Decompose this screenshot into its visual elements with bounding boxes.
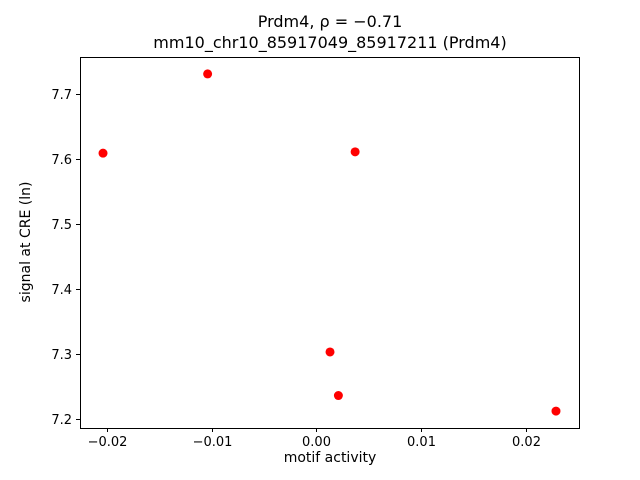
axes-box: [80, 57, 580, 429]
y-tick-label: 7.2: [51, 413, 72, 428]
scatter-point: [203, 69, 213, 79]
chart-subtitle: mm10_chr10_85917049_85917211 (Prdm4): [153, 33, 507, 52]
scatter-point: [350, 147, 360, 157]
scatter-point: [333, 391, 343, 401]
x-tick-label: 0.02: [512, 435, 541, 450]
scatter-point: [325, 347, 335, 357]
x-tick-label: 0.00: [302, 435, 331, 450]
y-tick-label: 7.5: [51, 218, 72, 233]
x-tick-label: −0.01: [193, 435, 233, 450]
x-tick-label: 0.01: [407, 435, 436, 450]
y-tick-label: 7.6: [51, 153, 72, 168]
x-axis-label: motif activity: [283, 450, 377, 466]
y-tick-label: 7.7: [51, 88, 72, 103]
chart-title: Prdm4, ρ = −0.71: [257, 12, 403, 31]
y-axis-label: signal at CRE (ln): [18, 181, 34, 303]
scatter-point: [551, 406, 561, 416]
scatter-point: [98, 148, 108, 158]
x-tick-label: −0.02: [88, 435, 128, 450]
y-tick-label: 7.4: [51, 283, 72, 298]
y-tick-label: 7.3: [51, 348, 72, 363]
